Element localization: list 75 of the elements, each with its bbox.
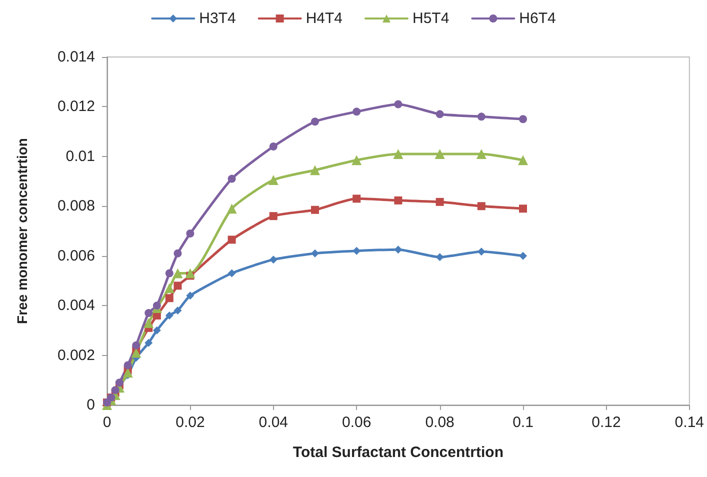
point: [477, 202, 486, 210]
point: [352, 194, 361, 203]
point: [519, 115, 527, 124]
point: [226, 204, 237, 214]
point: [352, 246, 361, 255]
point: [352, 155, 362, 166]
y-tick-label: 0: [86, 396, 95, 414]
y-tick-label: 0.008: [57, 198, 95, 215]
x-tick-label: 0.14: [674, 414, 704, 431]
point: [519, 252, 527, 260]
y-tick-label: 0.002: [57, 346, 95, 364]
point: [311, 249, 319, 258]
point: [131, 348, 142, 358]
x-tick-label: 0.04: [258, 414, 288, 431]
point: [165, 294, 174, 302]
point: [165, 269, 174, 278]
point: [144, 338, 153, 347]
point: [174, 306, 182, 315]
point: [434, 148, 445, 159]
x-tick-label: 0: [102, 414, 112, 431]
x-tick-label: 0.08: [425, 414, 454, 431]
point: [436, 253, 444, 262]
point: [165, 312, 174, 320]
point: [172, 268, 183, 278]
point: [436, 110, 444, 118]
point: [476, 148, 486, 159]
point: [152, 326, 161, 334]
point: [186, 229, 194, 238]
legend-label: H3T4: [199, 10, 236, 27]
point: [393, 148, 404, 159]
point: [132, 341, 140, 350]
x-tick-label: 0.1: [512, 414, 534, 431]
point: [310, 165, 320, 176]
x-tick-label: 0.02: [176, 414, 205, 431]
x-axis-title: Total Surfactant Concentrtion: [292, 444, 504, 461]
point: [269, 142, 278, 150]
legend-label: H4T4: [306, 10, 343, 27]
point: [311, 118, 319, 126]
y-tick-label: 0.01: [66, 148, 95, 165]
point: [228, 174, 236, 183]
point: [164, 283, 174, 294]
point: [228, 236, 236, 244]
legend-label: H6T4: [519, 10, 556, 27]
point: [228, 269, 236, 278]
point: [111, 386, 120, 394]
y-tick-label: 0.006: [57, 247, 95, 264]
y-tick-label: 0.012: [57, 98, 95, 116]
point: [269, 256, 278, 264]
point: [311, 206, 319, 214]
legend-label: H5T4: [412, 10, 450, 27]
point: [186, 292, 194, 300]
y-tick-label: 0.014: [57, 48, 95, 66]
point: [144, 318, 154, 328]
point: [174, 282, 182, 290]
point: [518, 155, 528, 166]
point: [174, 249, 182, 258]
point: [115, 378, 124, 387]
point: [122, 368, 133, 378]
point: [394, 100, 402, 108]
x-tick-label: 0.06: [342, 414, 372, 431]
point: [124, 361, 132, 370]
point: [477, 112, 486, 121]
y-tick-label: 0.004: [57, 297, 95, 314]
point: [394, 196, 402, 204]
point: [519, 204, 527, 213]
x-tick-label: 0.12: [592, 414, 621, 431]
point: [436, 198, 444, 206]
point: [269, 212, 278, 220]
point: [185, 268, 196, 278]
y-axis-title: Free monomer concentrtion: [14, 138, 30, 324]
point: [394, 246, 402, 254]
point: [268, 175, 278, 186]
point: [144, 309, 153, 318]
point: [152, 302, 161, 310]
point: [352, 108, 361, 116]
